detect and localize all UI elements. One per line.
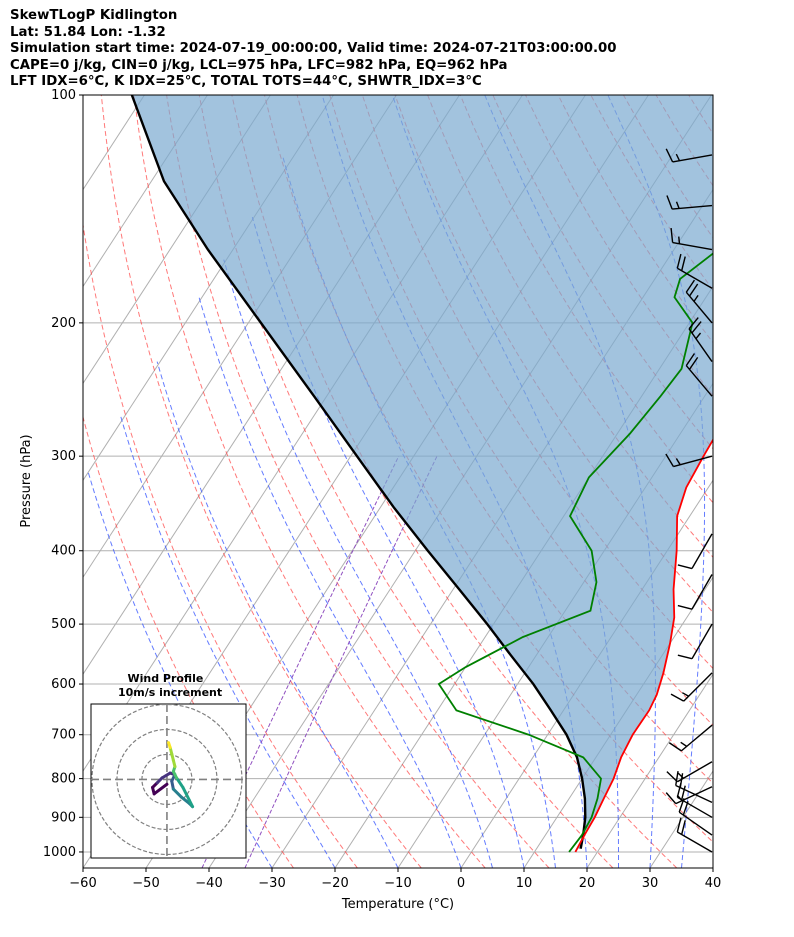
- mixing-ratio-line: [244, 455, 438, 868]
- x-tick-label: −30: [258, 876, 285, 891]
- x-tick-label: −60: [69, 876, 96, 891]
- cin-shading: [131, 95, 713, 849]
- isotherm: [712, 867, 713, 868]
- inset-title: Wind Profile: [127, 672, 203, 685]
- dry-adiabat: [100, 95, 422, 868]
- x-tick-label: −10: [384, 876, 411, 891]
- isotherm: [460, 479, 713, 868]
- y-tick-label: 800: [51, 772, 76, 787]
- moist-adiabat: [198, 297, 462, 868]
- y-tick-label: 200: [51, 316, 76, 331]
- dry-adiabat: [83, 415, 294, 868]
- y-tick-label: 700: [51, 728, 76, 743]
- wind-barb: [670, 672, 713, 702]
- indices-line-2: LFT IDX=6°C, K IDX=25°C, TOTAL TOTS=44°C…: [10, 74, 482, 90]
- wind-barb: [665, 148, 713, 163]
- wind-barb: [685, 353, 713, 397]
- dry-adiabat: [721, 95, 794, 868]
- y-axis-label: Pressure (hPa): [19, 434, 34, 527]
- dry-adiabat: [754, 95, 794, 868]
- wind-barb: [677, 533, 713, 570]
- hodograph-segment: [171, 787, 183, 799]
- chart-title: SkewTLogP Kidlington: [10, 8, 178, 23]
- wind-barbs: [665, 148, 713, 853]
- dewpoint-line: [437, 252, 713, 853]
- y-tick-label: 1000: [43, 845, 76, 860]
- x-tick-label: −20: [321, 876, 348, 891]
- chart-header: SkewTLogP Kidlington Lat: 51.84 Lon: -1.…: [10, 8, 617, 91]
- x-tick-label: 0: [457, 876, 465, 891]
- wind-barb: [688, 317, 713, 362]
- wind-barb: [668, 724, 713, 752]
- y-tick-label: 600: [51, 677, 76, 692]
- y-tick-label: 500: [51, 617, 76, 632]
- wind-barb: [665, 786, 713, 805]
- wind-barb: [676, 817, 713, 853]
- y-tick-label: 400: [51, 544, 76, 559]
- x-tick-label: −50: [132, 876, 159, 891]
- wind-barb: [665, 453, 713, 468]
- wind-barb: [666, 195, 713, 210]
- dry-adiabat: [133, 95, 486, 868]
- x-tick-label: 40: [705, 876, 722, 891]
- wind-barb: [670, 228, 713, 251]
- wind-barb: [676, 253, 713, 289]
- isotherm: [83, 95, 271, 385]
- wind-barb: [677, 574, 713, 610]
- moist-adiabat: [223, 259, 493, 868]
- hodograph-segment: [181, 785, 191, 802]
- moist-adiabat: [156, 361, 399, 868]
- hodograph-segment: [160, 771, 172, 780]
- indices-line-1: CAPE=0 j/kg, CIN=0 j/kg, LCL=975 hPa, LF…: [10, 57, 508, 73]
- dry-adiabat: [231, 95, 678, 868]
- hodograph-segment: [179, 795, 191, 805]
- y-tick-label: 100: [51, 88, 76, 103]
- x-tick-label: 30: [642, 876, 659, 891]
- dry-adiabat: [198, 95, 614, 868]
- sounding-lines: [130, 95, 713, 853]
- dry-adiabat: [787, 95, 794, 868]
- x-tick-label: 20: [579, 876, 596, 891]
- location-line: Lat: 51.84 Lon: -1.32: [10, 24, 166, 40]
- parcel-line: [130, 95, 587, 849]
- moist-adiabat: [251, 217, 525, 868]
- wind-barb: [677, 623, 713, 660]
- isotherm: [0, 95, 81, 868]
- wind-barb: [678, 798, 713, 836]
- time-line: Simulation start time: 2024-07-19_00:00:…: [10, 41, 617, 57]
- x-tick-label: −40: [195, 876, 222, 891]
- hodograph-segment: [175, 776, 185, 789]
- dry-adiabat: [83, 221, 358, 868]
- hodograph-segment: [152, 782, 169, 796]
- temperature-line: [574, 438, 713, 853]
- y-tick-label: 900: [51, 810, 76, 825]
- x-tick-label: 10: [516, 876, 533, 891]
- x-axis-label: Temperature (°C): [341, 897, 454, 912]
- hodograph-segment: [167, 741, 172, 749]
- y-tick-label: 300: [51, 449, 76, 464]
- inset-frame: [90, 703, 247, 859]
- wind-barb: [685, 279, 713, 324]
- isotherm: [0, 95, 18, 868]
- isotherm: [586, 673, 713, 868]
- isotherm: [83, 95, 208, 288]
- inset-subtitle: 10m/s increment: [118, 686, 222, 699]
